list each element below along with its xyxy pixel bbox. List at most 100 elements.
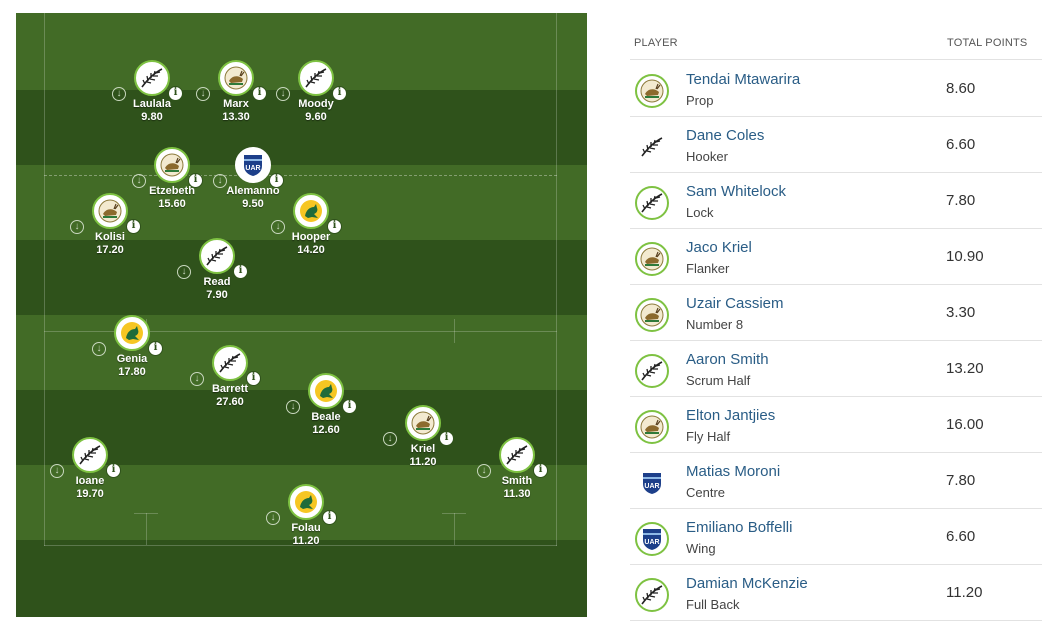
player-name: Kriel [373,443,473,455]
team-logo [635,298,669,332]
team-logo [635,242,669,276]
nz-fern-icon [639,582,665,608]
player-score: 27.60 [180,396,280,408]
team-logo-ring [635,354,669,388]
player-name-link[interactable]: Aaron Smith [686,351,769,368]
player-name-link[interactable]: Elton Jantjies [686,407,775,424]
player-position: Flanker [686,261,729,276]
team-logo [635,186,669,220]
player-total-points: 6.60 [946,136,975,153]
team-logo [635,578,669,612]
player-total-points: 8.60 [946,80,975,97]
player-total-points: 16.00 [946,416,984,433]
table-row[interactable]: Elton Jantjies Fly Half 16.00 [630,397,1042,453]
table-row[interactable]: UAR Emiliano Boffelli Wing 6.60 [630,509,1042,565]
player-total-points: 7.80 [946,192,975,209]
player-name-link[interactable]: Jaco Kriel [686,239,752,256]
team-logo [635,354,669,388]
player-score: 17.80 [82,366,182,378]
table-row[interactable]: UAR Matias Moroni Centre 7.80 [630,453,1042,509]
player-name-link[interactable]: Sam Whitelock [686,183,786,200]
player-total-points: 6.60 [946,528,975,545]
player-position: Centre [686,485,725,500]
player-column-header: PLAYER [634,37,678,49]
player-score: 11.20 [256,535,356,547]
player-name: Smith [467,475,567,487]
team-badge[interactable] [308,373,344,409]
team-logo-ring [635,186,669,220]
player-score: 11.30 [467,488,567,500]
table-row[interactable]: Jaco Kriel Flanker 10.90 [630,229,1042,285]
team-badge[interactable] [499,437,535,473]
player-card[interactable]: ↓ i Smith 11.30 [467,437,567,517]
sa-springbok-icon [639,302,665,328]
player-card[interactable]: ↓ i Kriel 11.20 [373,405,473,485]
team-badge[interactable] [288,484,324,520]
team-badge[interactable] [218,60,254,96]
player-position: Full Back [686,597,739,612]
player-card[interactable]: ↓ i Read 7.90 [167,238,267,318]
player-name-link[interactable]: Dane Coles [686,127,764,144]
player-total-points: 7.80 [946,472,975,489]
player-name-link[interactable]: Matias Moroni [686,463,780,480]
player-card[interactable]: ↓ i Ioane 19.70 [40,437,140,517]
aus-wallaby-icon [293,489,319,515]
player-name: Kolisi [60,231,160,243]
player-card[interactable]: ↓ i Beale 12.60 [276,373,376,453]
table-header: PLAYER TOTAL POINTS [630,30,1042,60]
player-score: 9.60 [266,111,366,123]
team-badge[interactable] [72,437,108,473]
team-logo [635,410,669,444]
player-name-link[interactable]: Damian McKenzie [686,575,808,592]
table-row[interactable]: Sam Whitelock Lock 7.80 [630,173,1042,229]
team-badge[interactable] [405,405,441,441]
player-points-table: PLAYER TOTAL POINTS Tendai Mtawarira Pro… [630,30,1042,622]
team-logo-ring [635,130,669,164]
player-card[interactable]: ↓ i Kolisi 17.20 [60,193,160,273]
player-name: Folau [256,522,356,534]
table-row[interactable]: Aaron Smith Scrum Half 13.20 [630,341,1042,397]
player-name: Beale [276,411,376,423]
team-logo [635,130,669,164]
player-name: Hooper [261,231,361,243]
player-name-link[interactable]: Tendai Mtawarira [686,71,800,88]
player-name: Genia [82,353,182,365]
nz-fern-icon [639,190,665,216]
table-row[interactable]: Dane Coles Hooker 6.60 [630,117,1042,173]
player-card[interactable]: ↓ i Genia 17.80 [82,315,182,395]
team-badge[interactable]: UAR [235,147,271,183]
nz-fern-icon [77,442,103,468]
player-total-points: 11.20 [946,584,982,601]
player-name: Moody [266,98,366,110]
team-logo: UAR [635,466,669,500]
player-name: Read [167,276,267,288]
team-badge[interactable] [154,147,190,183]
team-badge[interactable] [134,60,170,96]
table-row[interactable]: Damian McKenzie Full Back 11.20 [630,565,1042,621]
team-badge[interactable] [212,345,248,381]
player-position: Fly Half [686,429,730,444]
arg-uar-icon: UAR [639,526,665,552]
player-card[interactable]: ↓ i Folau 11.20 [256,484,356,564]
player-position: Number 8 [686,317,743,332]
player-name-link[interactable]: Uzair Cassiem [686,295,784,312]
team-badge[interactable] [298,60,334,96]
table-row[interactable]: Tendai Mtawarira Prop 8.60 [630,61,1042,117]
pitch: ↓ i Laulala 9.80 ↓ i Marx 13.30 ↓ i Mood… [16,13,587,617]
team-logo-ring: UAR [635,466,669,500]
player-card[interactable]: ↓ i Moody 9.60 [266,60,366,140]
team-badge[interactable] [293,193,329,229]
arg-uar-icon: UAR [240,152,266,178]
player-card[interactable]: ↓ i Hooper 14.20 [261,193,361,273]
player-name-link[interactable]: Emiliano Boffelli [686,519,792,536]
team-badge[interactable] [114,315,150,351]
sa-springbok-icon [410,410,436,436]
team-badge[interactable] [92,193,128,229]
player-score: 19.70 [40,488,140,500]
table-row[interactable]: Uzair Cassiem Number 8 3.30 [630,285,1042,341]
player-total-points: 10.90 [946,248,984,265]
player-card[interactable]: ↓ i Barrett 27.60 [180,345,280,425]
goal-post [146,513,147,545]
sa-springbok-icon [223,65,249,91]
team-badge[interactable] [199,238,235,274]
